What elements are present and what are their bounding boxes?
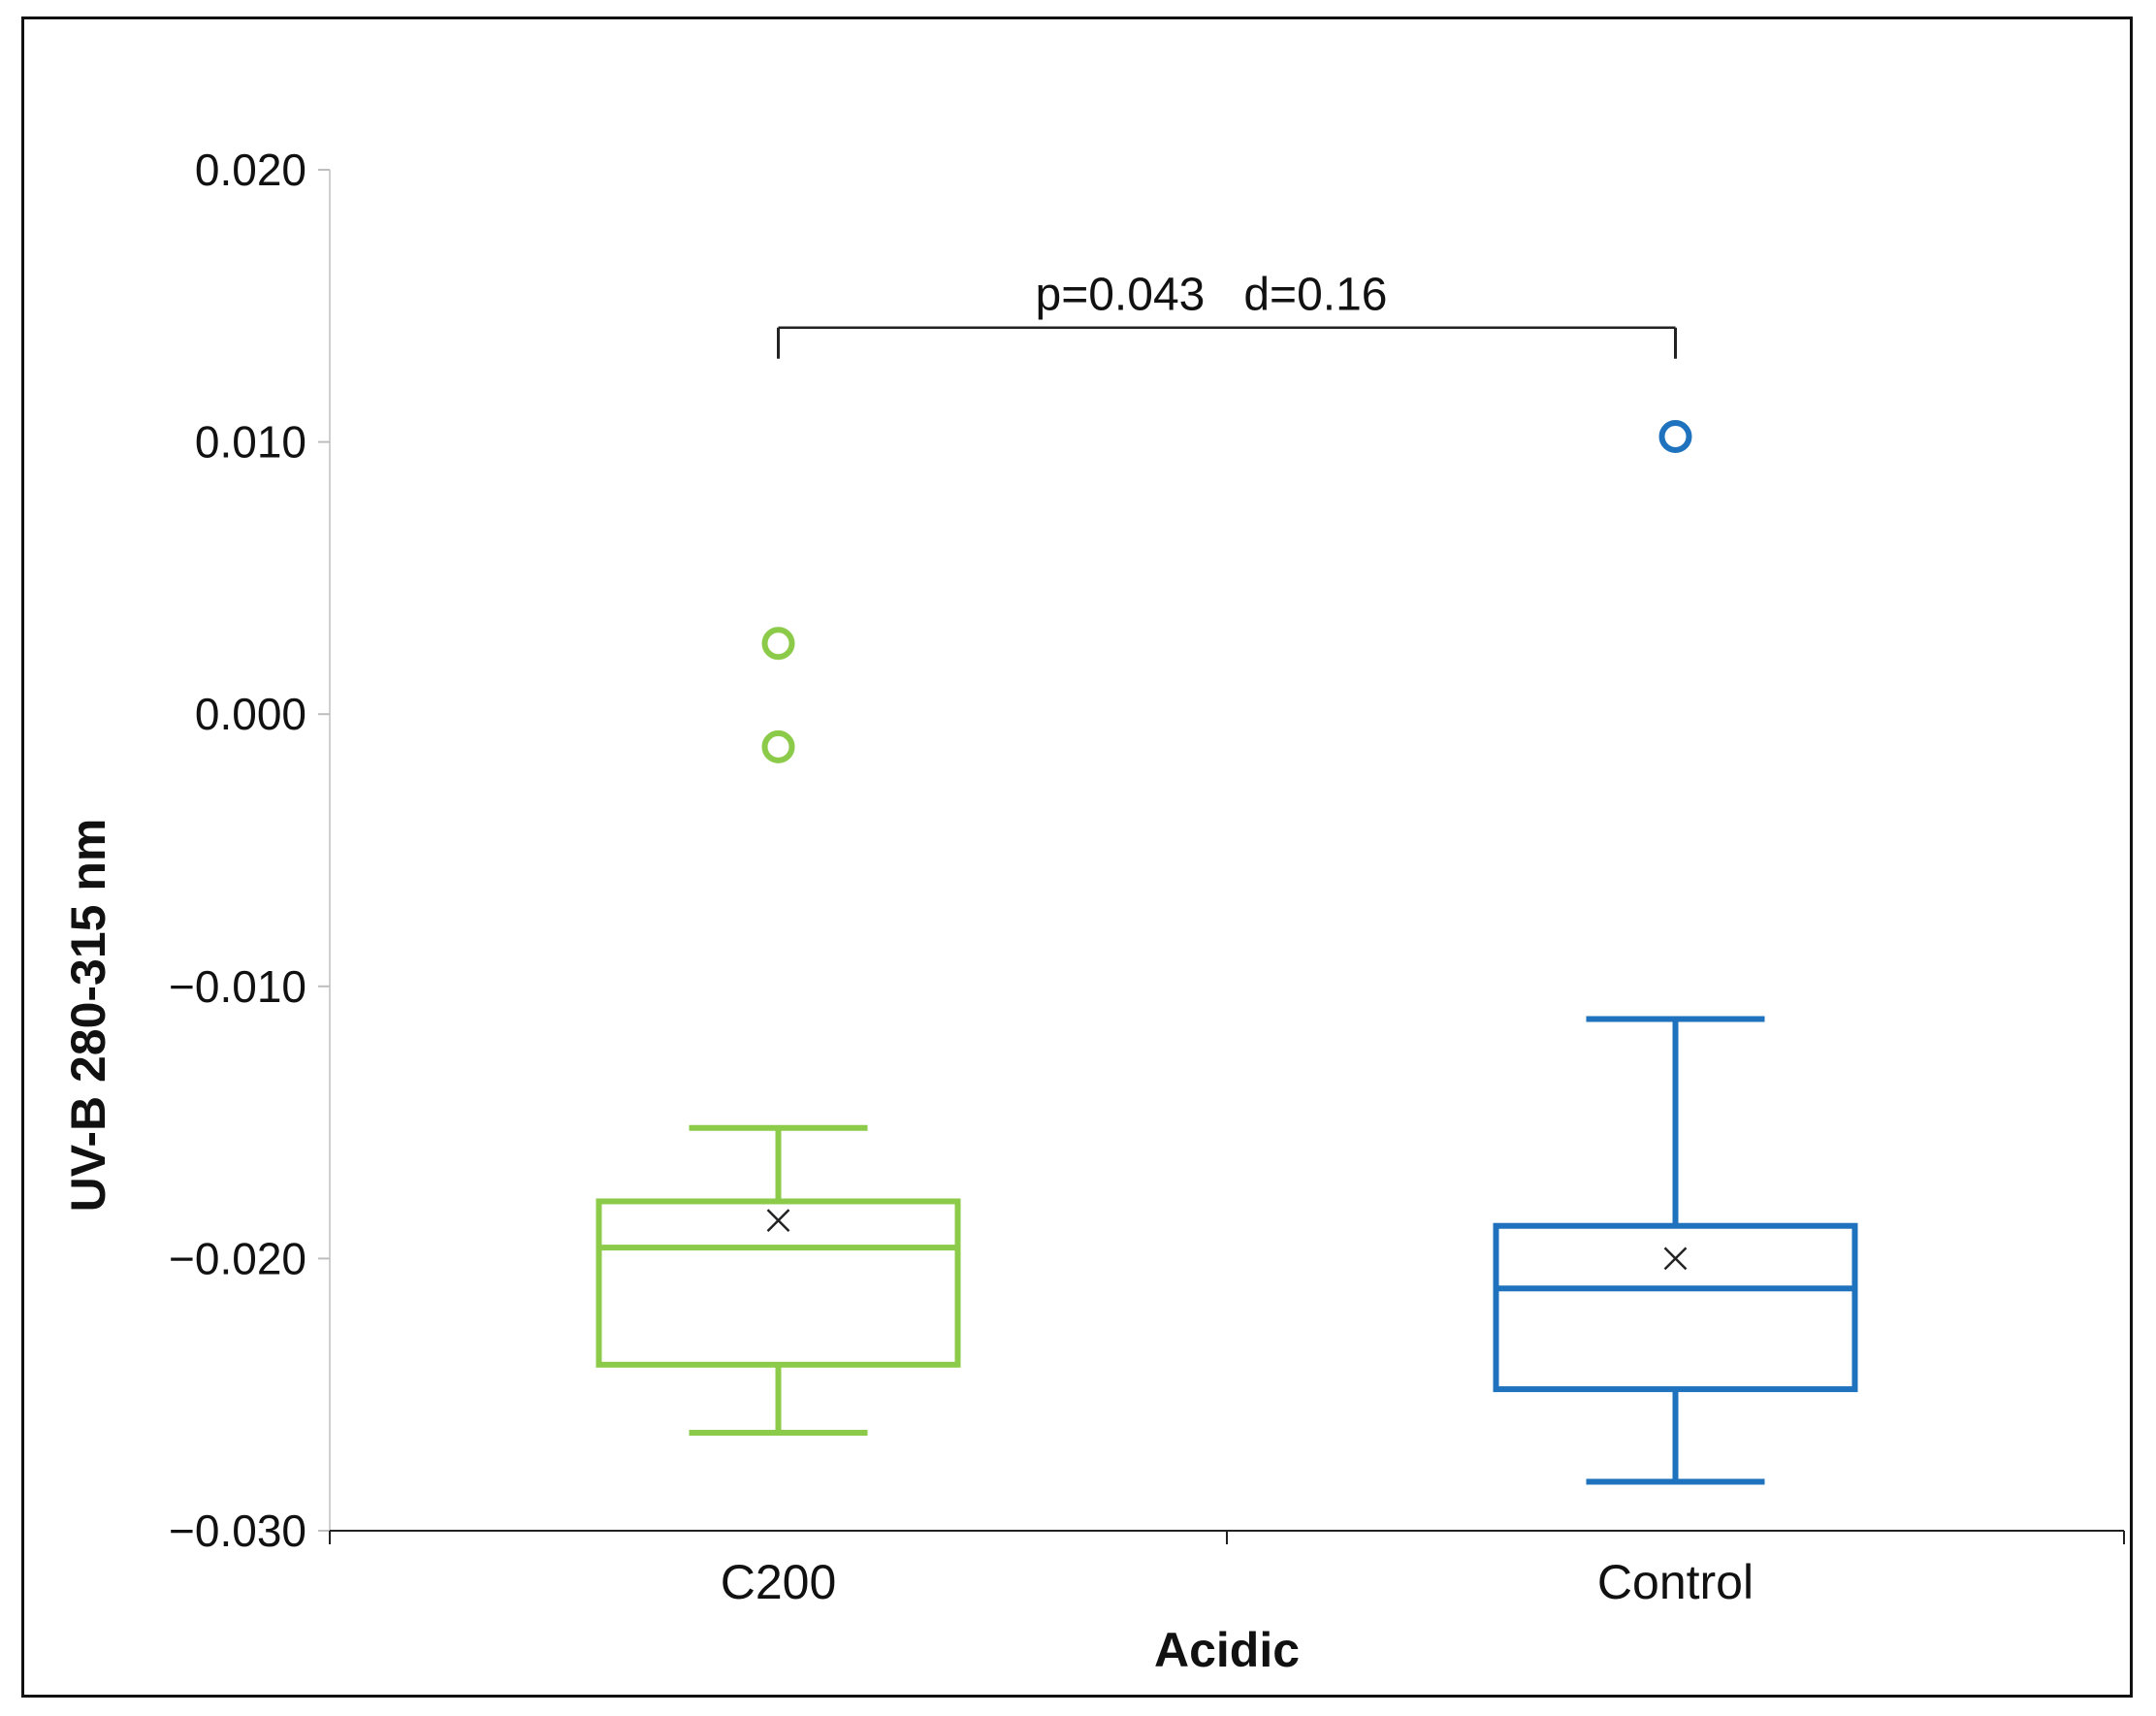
x-category-label: C200: [721, 1555, 837, 1609]
box-group-c200: [595, 627, 961, 1436]
chart-frame: [21, 16, 2133, 1698]
mean-marker: [1663, 1247, 1688, 1271]
y-tick-label: −0.010: [169, 961, 306, 1012]
x-axis: C200 Control: [329, 1530, 2125, 1609]
box-series: [595, 419, 1858, 1485]
box-group-control: [1493, 419, 1858, 1485]
outlier-point: [761, 729, 795, 763]
iqr-box: [595, 1198, 961, 1368]
significance-annotation: p=0.043 d=0.16: [777, 270, 1677, 359]
significance-label: p=0.043 d=0.16: [1036, 270, 1388, 321]
y-axis: 0.020 0.010 0.000 −0.010 −0.020 −0.030: [169, 145, 331, 1556]
y-tick-label: −0.020: [169, 1233, 306, 1283]
outlier-point: [1658, 419, 1692, 453]
y-tick-label: 0.000: [195, 689, 306, 739]
y-tick-label: −0.030: [169, 1506, 306, 1556]
x-category-label: Control: [1597, 1555, 1754, 1609]
y-axis-title: UV-B 280-315 nm: [61, 819, 115, 1213]
x-axis-title: Acidic: [1154, 1623, 1300, 1677]
outlier-point: [761, 627, 795, 661]
y-tick-label: 0.020: [195, 145, 306, 195]
y-tick-label: 0.010: [195, 417, 306, 468]
mean-marker: [766, 1209, 790, 1232]
iqr-box: [1493, 1222, 1858, 1393]
